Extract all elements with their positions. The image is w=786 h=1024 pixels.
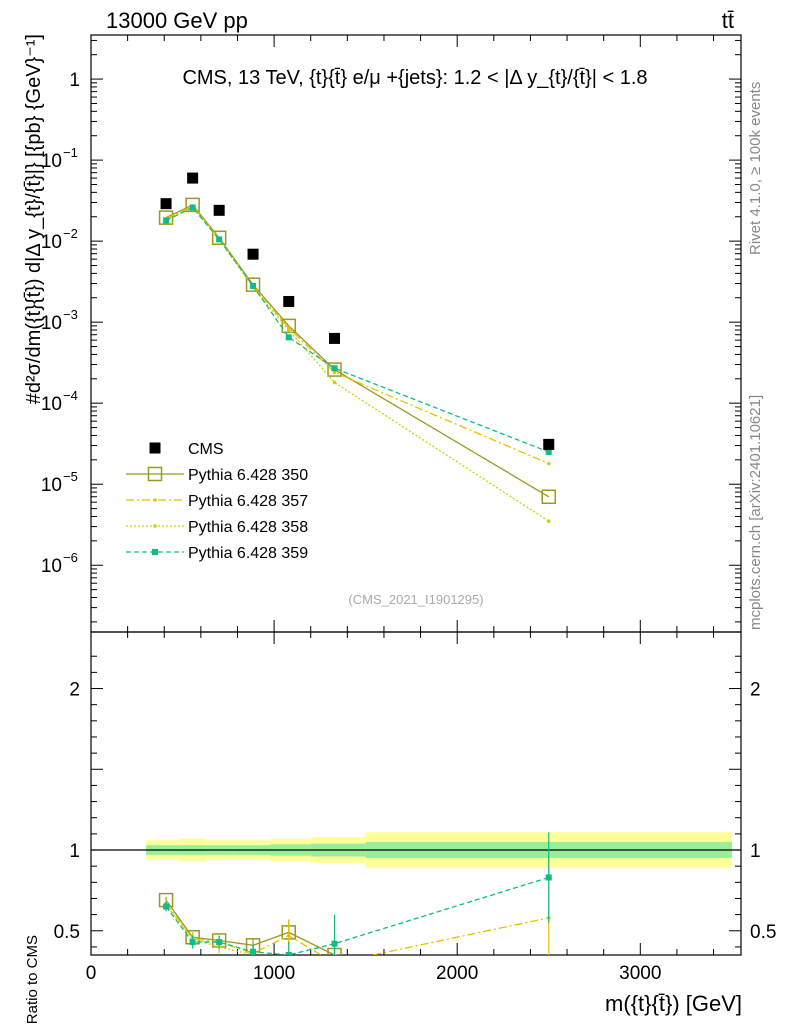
y-tick-label-main: 10 — [41, 394, 62, 415]
series-4-point — [163, 217, 170, 224]
series-3-point — [286, 328, 291, 332]
series-0-point — [543, 438, 555, 450]
series-1-point — [541, 489, 556, 505]
series-4-point — [331, 365, 338, 372]
series-1-point — [327, 362, 342, 377]
rivet-label: Rivet 4.1.0, ≥ 100k events — [747, 82, 764, 255]
series-3-ratio-point — [333, 969, 337, 973]
y-tick-label-main: 10 — [41, 313, 62, 334]
series-0-point — [283, 295, 295, 307]
y-tick-label-ratio-right: 0.5 — [750, 922, 776, 943]
y-tick-label-main: 10 — [41, 475, 62, 496]
legend-item-3-label: Pythia 6.428 358 — [188, 519, 308, 536]
x-tick-label: 1000 — [253, 963, 295, 984]
legend-item-0-label: CMS — [188, 441, 224, 458]
x-tick-label: 3000 — [619, 963, 661, 984]
y-tick-label-main: 10 — [41, 151, 62, 172]
legend-item-4-marker — [152, 549, 158, 555]
plot-title: CMS, 13 TeV, {t}{t̄} e/μ +{jets}: 1.2 < … — [182, 67, 647, 89]
main-frame — [90, 34, 742, 633]
y-tick-label-main: 10 — [41, 556, 62, 577]
series-4-ratio-point — [189, 939, 196, 946]
series-4-point — [545, 448, 552, 455]
y-tick-label-exp: −6 — [63, 550, 78, 565]
x-axis-label: m({t}{t̄}) [GeV] — [605, 991, 742, 1016]
series-1-point — [245, 277, 261, 292]
y-tick-label-exp: −4 — [63, 388, 78, 403]
series-3-point — [546, 519, 551, 523]
series-4-ratio-point — [250, 948, 257, 955]
y-tick-label-main: 10 — [41, 232, 62, 253]
y-tick-label-ratio: 1 — [69, 841, 80, 862]
legend-item-0-marker — [149, 442, 161, 454]
series-2-point — [332, 370, 337, 375]
header-right-label: tt̄ — [722, 8, 734, 33]
x-tick-label: 0 — [86, 963, 97, 984]
series-0-point — [187, 172, 199, 184]
mcplots-label: mcplots.cern.ch [arXiv:2401.10621] — [747, 395, 764, 630]
series-1-point — [211, 230, 227, 246]
legend-item-3-marker — [153, 524, 157, 528]
series-4-ratio-point — [163, 903, 170, 910]
x-tick-label: 2000 — [436, 963, 478, 984]
y-tick-label-exp: −2 — [63, 226, 78, 241]
series-4-ratio-point — [285, 952, 292, 955]
series-4-ratio-point — [545, 874, 552, 881]
y-tick-label-exp: −3 — [63, 307, 78, 322]
legend-item-1-label: Pythia 6.428 350 — [188, 467, 308, 484]
series-2-ratio — [164, 853, 551, 965]
legend-item-2-label: Pythia 6.428 357 — [188, 493, 308, 510]
series-0-main — [160, 172, 555, 450]
series-2-ratio-point — [286, 933, 291, 938]
watermark: (CMS_2021_I1901295) — [348, 592, 483, 607]
y-tick-label-main: 1 — [69, 70, 80, 91]
main-panel: 110−110−210−310−410−510−6 — [41, 34, 742, 633]
series-2-ratio-line — [165, 902, 549, 955]
legend: CMS Pythia 6.428 350 Pythia 6.428 357 Pythi… — [126, 441, 308, 562]
series-1-point — [185, 197, 200, 213]
legend-item-1-marker — [147, 466, 163, 482]
series-0-point — [160, 198, 172, 210]
header-left-label: 13000 GeV pp — [106, 8, 248, 33]
series-1-point — [281, 318, 296, 334]
series-4-ratio-point — [331, 940, 338, 947]
series-4-point — [189, 204, 196, 211]
ratio-frame — [90, 631, 742, 956]
series-2-point — [546, 461, 551, 466]
y-tick-label-ratio-right: 2 — [750, 680, 761, 701]
y-tick-label-ratio: 0.5 — [54, 922, 80, 943]
series-0-point — [329, 332, 341, 344]
series-4-ratio — [163, 832, 552, 955]
series-3-ratio — [164, 900, 551, 994]
series-1-ratio-point — [542, 968, 555, 981]
y-axis-label-ratio: Ratio to CMS — [24, 935, 41, 1024]
series-4-point — [216, 236, 223, 243]
series-0-point — [247, 248, 259, 260]
series-4-ratio-line — [165, 876, 549, 955]
series-4-point — [250, 282, 257, 289]
series-1-point — [158, 210, 174, 225]
ratio-panel: 0 1000 2000 3000 0.5 0.5 1 1 2 2 — [54, 631, 776, 994]
series-4-ratio-point — [216, 939, 223, 946]
series-3-point — [332, 380, 337, 385]
legend-item-2-marker — [153, 498, 157, 502]
series-3-ratio-line — [165, 904, 256, 955]
legend-item-4-label: Pythia 6.428 359 — [188, 545, 308, 562]
series-2-ratio-point — [333, 961, 337, 965]
series-3-ratio-point — [547, 990, 551, 994]
series-4-main — [163, 204, 552, 455]
y-axis-label-main: #d²σ/dm({t}{t̄}) d|Δ y_{t}/{t̄}|} [{pb} … — [23, 34, 45, 404]
y-tick-label-exp: −5 — [63, 469, 78, 484]
y-tick-label-ratio-right: 1 — [750, 841, 761, 862]
series-0-point — [213, 204, 225, 216]
series-4-point — [285, 334, 292, 341]
y-tick-label-exp: −1 — [63, 145, 78, 160]
y-tick-label-ratio: 2 — [69, 680, 80, 701]
